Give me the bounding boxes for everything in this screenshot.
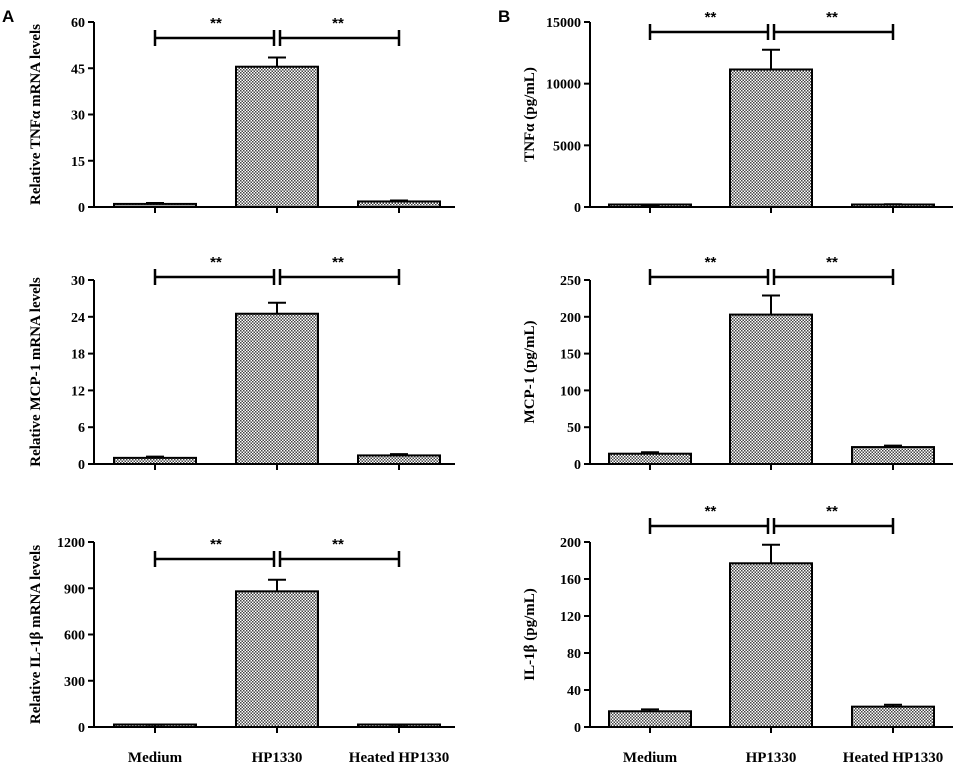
chart-5: 0 50 100 150 200 250 MCP-1 (pg/mL) ** ** xyxy=(522,254,953,473)
y-tick-label: 1200 xyxy=(57,536,85,551)
significance-label: ** xyxy=(826,9,838,26)
significance-label: ** xyxy=(332,254,344,271)
y-tick-label: 100 xyxy=(560,384,581,399)
panel-label-b: B xyxy=(498,7,510,26)
significance-label: ** xyxy=(210,15,222,32)
significance-label: ** xyxy=(210,536,222,553)
x-category-label: HP1330 xyxy=(252,750,303,766)
y-axis-title: Relative IL-1β mRNA levels xyxy=(28,545,44,724)
y-tick-label: 50 xyxy=(567,421,581,436)
y-tick-label: 0 xyxy=(574,721,581,736)
chart-3: 0 300 600 900 1200 Relative IL-1β mRNA levels… xyxy=(28,536,455,736)
bar-medium xyxy=(608,452,692,466)
x-category-label: Medium xyxy=(623,750,678,766)
y-axis-title: TNFα (pg/mL) xyxy=(522,67,538,162)
y-tick-label: 18 xyxy=(71,348,85,363)
y-tick-label: 120 xyxy=(560,610,581,625)
bar-heated-hp1330 xyxy=(851,446,935,465)
chart-4: 0 5000 10000 15000 TNFα (pg/mL) ** ** xyxy=(522,9,953,216)
y-tick-label: 15 xyxy=(71,155,85,170)
significance-label: ** xyxy=(210,254,222,271)
y-tick-label: 30 xyxy=(71,274,85,289)
chart-1: 0 15 30 45 60 Relative TNFα mRNA levels ** ** xyxy=(28,15,455,216)
x-category-label: HP1330 xyxy=(746,750,797,766)
y-tick-label: 10000 xyxy=(546,78,581,93)
y-tick-label: 0 xyxy=(78,201,85,216)
y-tick-label: 200 xyxy=(560,311,581,326)
bar-hp1330 xyxy=(729,68,813,208)
y-tick-label: 200 xyxy=(560,536,581,551)
y-tick-label: 900 xyxy=(64,582,85,597)
y-tick-label: 40 xyxy=(567,684,581,699)
y-axis-title: Relative TNFα mRNA levels xyxy=(28,24,44,205)
bar-hp1330 xyxy=(235,65,319,209)
chart-2: 0 6 12 18 24 30 Relative MCP-1 mRNA levels ** ** xyxy=(28,254,455,473)
y-tick-label: 0 xyxy=(574,201,581,216)
significance-label: ** xyxy=(705,9,717,26)
y-tick-label: 45 xyxy=(71,62,85,77)
bar-medium xyxy=(608,710,692,729)
bar-heated-hp1330 xyxy=(357,454,441,465)
y-tick-label: 0 xyxy=(78,458,85,473)
significance-label: ** xyxy=(705,503,717,520)
y-axis-title: MCP-1 (pg/mL) xyxy=(522,321,538,424)
y-tick-label: 150 xyxy=(560,348,581,363)
y-tick-label: 24 xyxy=(71,311,85,326)
y-tick-label: 0 xyxy=(574,458,581,473)
y-tick-label: 12 xyxy=(71,384,85,399)
x-category-label: Heated HP1330 xyxy=(349,750,449,766)
y-axis-title: IL-1β (pg/mL) xyxy=(522,588,538,681)
bar-heated-hp1330 xyxy=(851,705,935,729)
significance-label: ** xyxy=(332,536,344,553)
significance-label: ** xyxy=(332,15,344,32)
y-tick-label: 5000 xyxy=(553,139,581,154)
y-tick-label: 6 xyxy=(78,421,85,436)
bar-hp1330 xyxy=(729,313,813,466)
bar-medium xyxy=(113,456,197,466)
y-tick-label: 160 xyxy=(560,573,581,588)
y-tick-label: 0 xyxy=(78,721,85,736)
significance-label: ** xyxy=(826,503,838,520)
bar-heated-hp1330 xyxy=(357,200,441,208)
bar-hp1330 xyxy=(235,312,319,465)
y-tick-label: 80 xyxy=(567,647,581,662)
bar-hp1330 xyxy=(729,562,813,729)
y-tick-label: 600 xyxy=(64,629,85,644)
chart-6: 0 40 80 120 160 200 IL-1β (pg/mL) ** ** xyxy=(522,503,953,736)
y-tick-label: 60 xyxy=(71,16,85,31)
y-tick-label: 250 xyxy=(560,274,581,289)
y-tick-label: 15000 xyxy=(546,16,581,31)
bar-medium xyxy=(113,202,197,209)
x-category-label: Heated HP1330 xyxy=(843,750,943,766)
y-tick-label: 30 xyxy=(71,109,85,124)
panel-label-a: A xyxy=(2,7,14,26)
significance-label: ** xyxy=(705,254,717,271)
bar-hp1330 xyxy=(235,590,319,728)
x-category-labels: Medium HP1330 Heated HP1330 Medium HP1330 Hea… xyxy=(128,750,943,766)
y-axis-title: Relative MCP-1 mRNA levels xyxy=(28,277,44,467)
significance-label: ** xyxy=(826,254,838,271)
x-category-label: Medium xyxy=(128,750,183,766)
y-tick-label: 300 xyxy=(64,675,85,690)
